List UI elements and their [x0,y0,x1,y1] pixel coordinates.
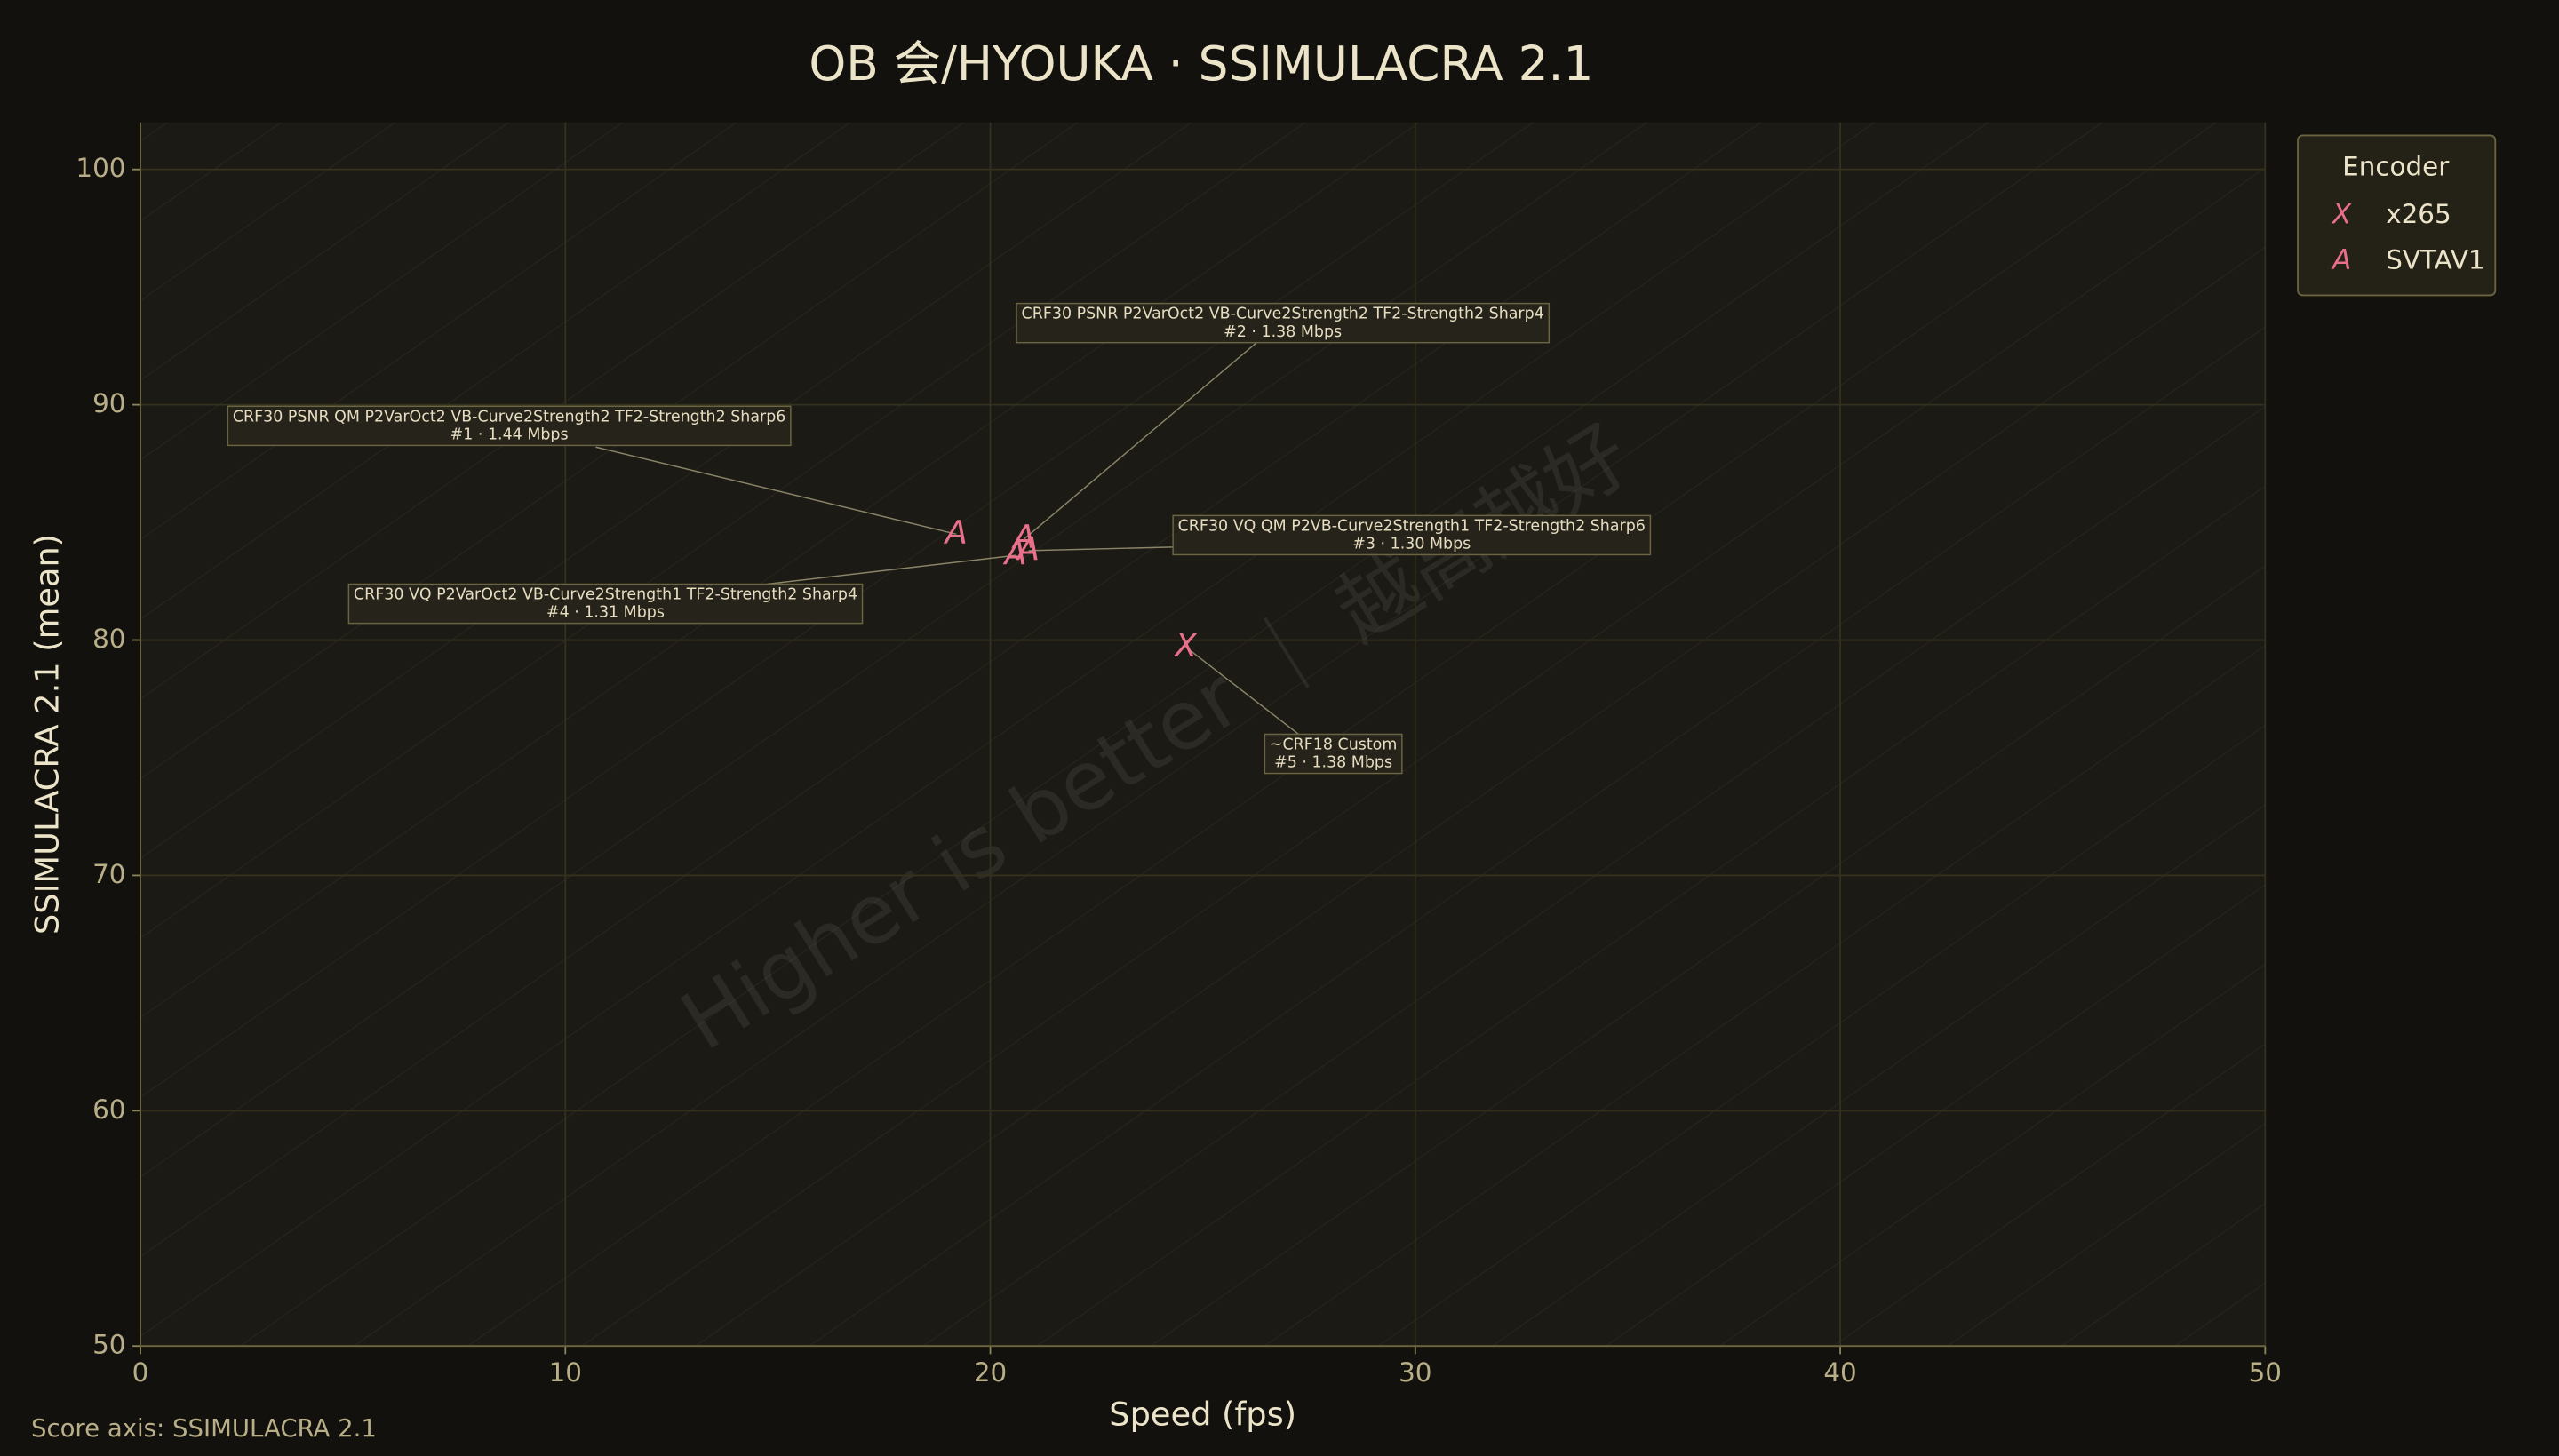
y-axis-label: SSIMULACRA 2.1 (mean) [28,534,67,935]
y-tick-label: 60 [92,1094,125,1125]
leader-line [767,554,1016,585]
annotation-box [1016,302,1551,344]
data-point: A [1016,529,1040,568]
y-tick-label: 80 [92,624,125,654]
legend-label: SVTAV1 [2386,244,2484,274]
data-point: A [1003,535,1027,573]
leader-line [1185,646,1302,736]
leader-line [595,446,957,536]
data-point: A [944,513,968,552]
annotation-detail: #5 · 1.38 Mbps [1274,754,1392,772]
annotation-box [227,405,792,447]
legend-box [2297,134,2497,297]
annotation-detail: #4 · 1.31 Mbps [546,604,665,622]
annotation-text: ~CRF18 Custom [1270,736,1397,753]
x-tick-label: 0 [132,1357,149,1388]
annotation-text: CRF30 PSNR QM P2VarOct2 VB-Curve2Strengt… [233,408,786,426]
x-tick-label: 10 [549,1357,582,1388]
legend-title: Encoder [2342,152,2450,182]
annotation-detail: #1 · 1.44 Mbps [450,426,569,443]
legend-marker: A [2331,244,2351,276]
y-tick-label: 100 [76,153,125,183]
annotation-text: CRF30 PSNR P2VarOct2 VB-Curve2Strength2 … [1022,306,1544,323]
x-axis-label: Speed (fps) [1109,1396,1296,1434]
data-point: A [1011,518,1035,556]
data-point: X [1173,626,1198,664]
leader-line [1028,545,1195,552]
y-tick-label: 90 [92,388,125,418]
annotation-box [347,583,864,625]
annotation-box [1264,733,1403,775]
legend-marker: X [2331,198,2352,230]
chart-title: OB 会/HYOUKA · SSIMULACRA 2.1 [809,36,1593,91]
y-tick-label: 70 [92,859,125,889]
leader-line [1024,342,1257,540]
x-tick-label: 30 [1399,1357,1431,1388]
y-tick-label: 50 [92,1330,125,1360]
annotation-detail: #3 · 1.30 Mbps [1352,536,1471,553]
footer: Score axis: SSIMULACRA 2.1 [31,1414,377,1443]
annotation-text: CRF30 VQ QM P2VB-Curve2Strength1 TF2-Str… [1178,517,1646,535]
annotation-detail: #2 · 1.38 Mbps [1224,323,1342,341]
x-tick-label: 20 [974,1357,1007,1388]
x-tick-label: 40 [1823,1357,1856,1388]
annotation-box [1172,514,1652,556]
legend-label: x265 [2386,199,2451,229]
annotation-text: CRF30 VQ P2VarOct2 VB-Curve2Strength1 TF… [354,585,857,603]
x-tick-label: 50 [2249,1357,2282,1388]
